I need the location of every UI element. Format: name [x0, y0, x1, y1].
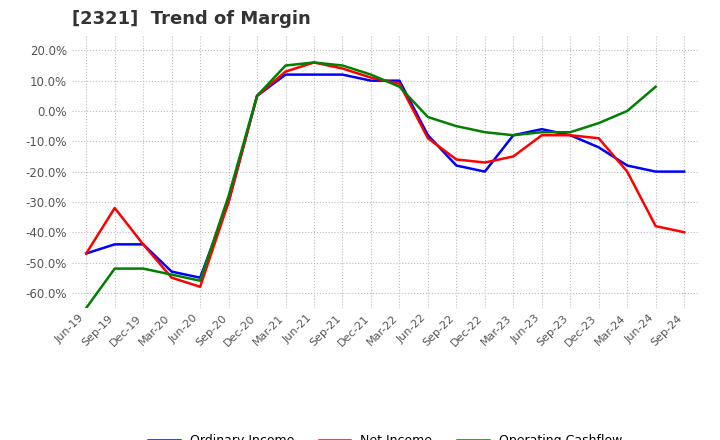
Net Income	[110, 205, 119, 211]
Line: Ordinary Income: Ordinary Income	[86, 75, 684, 278]
Net Income	[282, 69, 290, 74]
Ordinary Income	[623, 163, 631, 168]
Net Income	[310, 60, 318, 65]
Operating Cashflow	[196, 278, 204, 283]
Legend: Ordinary Income, Net Income, Operating Cashflow: Ordinary Income, Net Income, Operating C…	[143, 429, 627, 440]
Operating Cashflow	[623, 108, 631, 114]
Operating Cashflow	[595, 121, 603, 126]
Operating Cashflow	[395, 84, 404, 89]
Net Income	[225, 199, 233, 205]
Ordinary Income	[196, 275, 204, 280]
Operating Cashflow	[282, 63, 290, 68]
Net Income	[680, 230, 688, 235]
Operating Cashflow	[110, 266, 119, 271]
Ordinary Income	[595, 145, 603, 150]
Ordinary Income	[566, 132, 575, 138]
Operating Cashflow	[366, 72, 375, 77]
Net Income	[196, 284, 204, 290]
Ordinary Income	[310, 72, 318, 77]
Operating Cashflow	[167, 272, 176, 277]
Operating Cashflow	[338, 63, 347, 68]
Ordinary Income	[509, 132, 518, 138]
Net Income	[623, 169, 631, 174]
Ordinary Income	[167, 269, 176, 274]
Operating Cashflow	[566, 129, 575, 135]
Net Income	[480, 160, 489, 165]
Operating Cashflow	[452, 124, 461, 129]
Operating Cashflow	[253, 93, 261, 99]
Ordinary Income	[366, 78, 375, 83]
Operating Cashflow	[652, 84, 660, 89]
Net Income	[338, 66, 347, 71]
Ordinary Income	[225, 199, 233, 205]
Net Income	[595, 136, 603, 141]
Ordinary Income	[423, 132, 432, 138]
Net Income	[395, 81, 404, 86]
Ordinary Income	[82, 251, 91, 256]
Net Income	[652, 224, 660, 229]
Operating Cashflow	[480, 129, 489, 135]
Ordinary Income	[395, 78, 404, 83]
Net Income	[452, 157, 461, 162]
Operating Cashflow	[139, 266, 148, 271]
Text: [2321]  Trend of Margin: [2321] Trend of Margin	[72, 10, 311, 28]
Net Income	[167, 275, 176, 280]
Line: Operating Cashflow: Operating Cashflow	[86, 62, 656, 308]
Ordinary Income	[452, 163, 461, 168]
Net Income	[537, 132, 546, 138]
Ordinary Income	[282, 72, 290, 77]
Net Income	[366, 75, 375, 80]
Operating Cashflow	[82, 305, 91, 311]
Net Income	[423, 136, 432, 141]
Ordinary Income	[110, 242, 119, 247]
Net Income	[139, 242, 148, 247]
Ordinary Income	[253, 93, 261, 99]
Operating Cashflow	[509, 132, 518, 138]
Operating Cashflow	[423, 114, 432, 120]
Operating Cashflow	[225, 193, 233, 198]
Net Income	[82, 251, 91, 256]
Ordinary Income	[139, 242, 148, 247]
Ordinary Income	[338, 72, 347, 77]
Operating Cashflow	[537, 129, 546, 135]
Ordinary Income	[537, 127, 546, 132]
Net Income	[253, 93, 261, 99]
Net Income	[509, 154, 518, 159]
Ordinary Income	[480, 169, 489, 174]
Ordinary Income	[680, 169, 688, 174]
Line: Net Income: Net Income	[86, 62, 684, 287]
Ordinary Income	[652, 169, 660, 174]
Operating Cashflow	[310, 60, 318, 65]
Net Income	[566, 132, 575, 138]
